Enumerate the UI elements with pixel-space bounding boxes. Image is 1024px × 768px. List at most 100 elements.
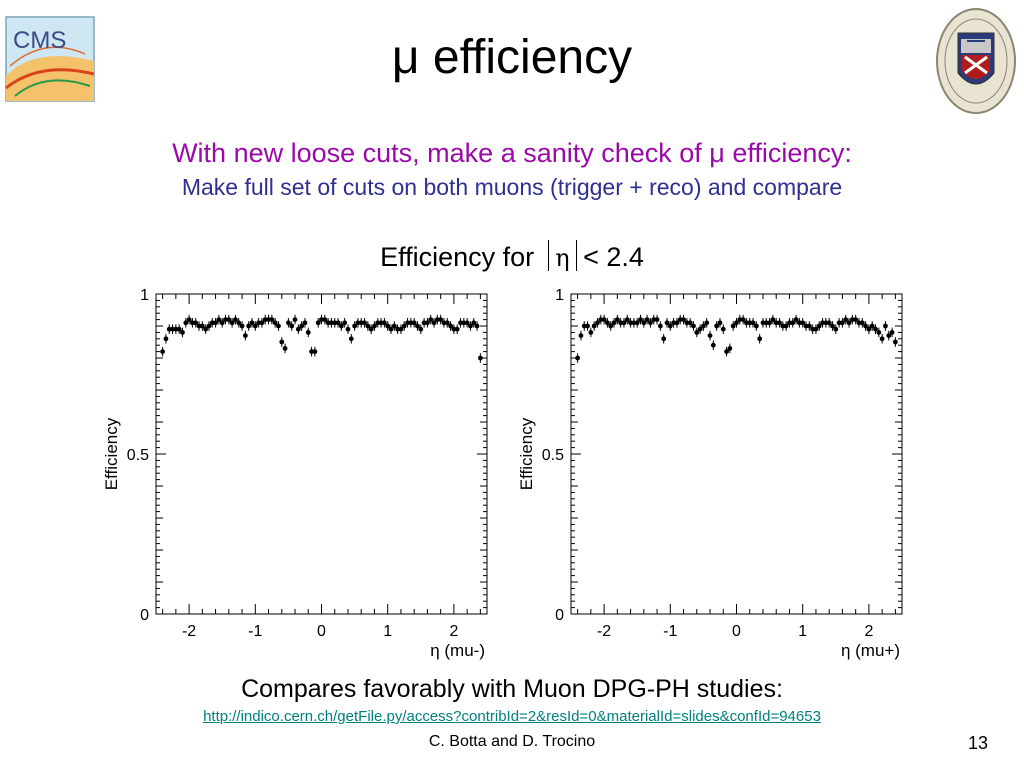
data-point (444, 320, 450, 326)
data-point (295, 326, 301, 332)
data-point (704, 320, 710, 326)
data-point (830, 323, 835, 329)
data-point (276, 323, 281, 329)
data-point (677, 317, 683, 322)
data-point (199, 323, 205, 329)
data-point (338, 323, 344, 329)
data-point (411, 320, 417, 326)
data-point (648, 320, 653, 326)
data-point (780, 323, 786, 329)
data-point (717, 320, 723, 326)
data-point (747, 320, 753, 326)
data-point (657, 323, 663, 329)
data-point (282, 346, 288, 351)
y-tick-label: 0.5 (542, 447, 564, 464)
plot-frame (155, 293, 488, 615)
data-point (681, 317, 686, 322)
data-point (325, 320, 331, 326)
data-point (468, 323, 473, 329)
data-point (381, 320, 387, 326)
data-point (180, 330, 185, 335)
data-point (611, 320, 617, 326)
data-point (342, 320, 348, 326)
data-point (206, 323, 212, 329)
data-point (661, 336, 667, 342)
data-point (820, 320, 825, 326)
data-point (186, 317, 192, 322)
data-point (588, 330, 594, 335)
data-point (279, 339, 285, 345)
data-point (358, 320, 364, 326)
data-point (391, 323, 397, 329)
data-point (190, 320, 195, 326)
plot-frame (570, 293, 903, 615)
data-point (438, 317, 444, 322)
subtitle-sanity-check: With new loose cuts, make a sanity check… (172, 138, 852, 168)
data-point (176, 326, 182, 332)
x-tick-label: -1 (248, 623, 262, 640)
data-point (319, 317, 324, 322)
data-point (869, 323, 875, 329)
indico-link[interactable]: http://indico.cern.ch/getFile.py/access?… (203, 708, 821, 725)
data-point (193, 320, 199, 326)
data-point (345, 326, 351, 332)
efficiency-plot-mu-minus: -2 -1 0 1 2 0 0.5 1 Efficiency η (mu-) (95, 282, 495, 672)
data-point (631, 320, 637, 326)
data-point (598, 317, 604, 322)
data-point (744, 320, 749, 326)
data-point (362, 320, 367, 326)
data-point (618, 320, 624, 326)
x-tick-label: 1 (383, 623, 392, 640)
data-point (654, 317, 660, 322)
data-point (803, 323, 809, 329)
data-point (763, 320, 769, 326)
data-point (365, 323, 371, 329)
data-point (213, 320, 218, 326)
data-point (863, 323, 868, 329)
data-point (163, 336, 169, 342)
data-point (720, 326, 726, 332)
data-point (608, 323, 614, 329)
data-point (415, 323, 420, 329)
data-point (259, 320, 265, 326)
data-point (292, 317, 298, 322)
data-point (183, 320, 189, 326)
cms-logo: CMS (5, 16, 95, 102)
data-point (767, 320, 772, 326)
data-point (388, 326, 394, 332)
subtitle-cuts-description: Make full set of cuts on both muons (tri… (181, 174, 843, 200)
data-point (355, 320, 361, 326)
data-point (226, 317, 232, 322)
data-point (312, 349, 318, 354)
data-point (173, 326, 179, 332)
data-point (252, 323, 258, 329)
data-point (783, 323, 789, 329)
data-point (236, 320, 242, 326)
data-point (581, 323, 587, 329)
data-point (315, 320, 321, 326)
efficiency-plot-mu-plus: -2 -1 0 1 2 0 0.5 1 Efficiency η (mu+) (510, 282, 910, 672)
y-tick-label: 1 (555, 287, 564, 304)
data-point (800, 320, 806, 326)
comparison-note: Compares favorably with Muon DPG-PH stud… (241, 675, 783, 703)
data-point (714, 323, 720, 329)
data-point (272, 320, 278, 326)
data-point (810, 326, 816, 332)
data-point (348, 336, 354, 342)
data-point (674, 320, 680, 326)
data-point (734, 320, 739, 326)
data-point (461, 320, 467, 326)
data-point (578, 333, 584, 338)
data-point (441, 320, 447, 326)
data-point (575, 355, 581, 361)
data-point (209, 320, 215, 326)
data-point (299, 323, 305, 329)
data-point (305, 330, 311, 335)
data-points (575, 314, 898, 363)
x-tick-label: -1 (663, 623, 677, 640)
data-point (170, 326, 175, 332)
data-point (816, 323, 822, 329)
y-tick-label: 0.5 (127, 447, 149, 464)
data-point (454, 326, 460, 332)
data-point (401, 323, 407, 329)
